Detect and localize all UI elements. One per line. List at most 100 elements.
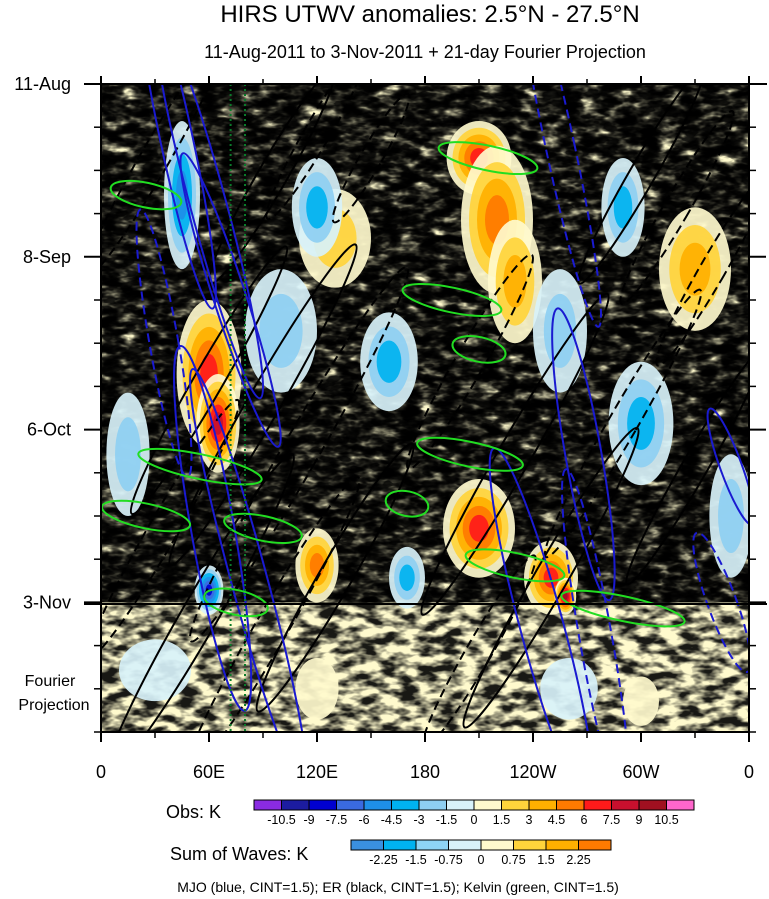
colorbar-swatch — [556, 799, 585, 811]
anomaly-blob — [623, 676, 659, 726]
colorbar-tick-label: 7.5 — [603, 813, 620, 827]
y-tick-label: 6-Oct — [27, 420, 71, 440]
colorbar-swatch — [528, 799, 557, 811]
colorbar-tick-label: 1.5 — [537, 853, 554, 867]
er-contour — [543, 288, 703, 559]
colorbar-tick-label: -9 — [303, 813, 314, 827]
anomaly-blob — [679, 242, 711, 296]
er-contour — [655, 171, 749, 367]
er-contour — [577, 84, 705, 285]
colorbar-tick-label: 0 — [471, 813, 478, 827]
er-contour — [406, 253, 534, 470]
colorbar-swatch — [666, 799, 695, 811]
colorbar-tick-label: 0 — [478, 853, 485, 867]
colorbar-swatch — [308, 799, 337, 811]
mjo-contour — [518, 84, 602, 328]
x-tick-label: 0 — [744, 762, 754, 782]
colorbar-swatch — [611, 799, 640, 811]
kelvin-contour — [223, 512, 303, 544]
colorbar-swatch — [583, 799, 612, 811]
y-tick-label: 11-Aug — [14, 74, 71, 94]
er-contour — [208, 84, 336, 285]
er-contour — [265, 84, 369, 221]
mjo-contour — [136, 84, 217, 310]
kelvin-contour — [416, 436, 524, 472]
er-contour — [421, 554, 537, 732]
anomaly-blob — [376, 340, 402, 383]
er-contour — [331, 92, 411, 224]
er-contour — [101, 398, 241, 658]
er-contour — [619, 110, 735, 305]
er-contour — [420, 292, 610, 616]
colorbar-swatch — [448, 839, 482, 851]
er-contour — [105, 453, 295, 732]
x-tick-label: 180 — [410, 762, 440, 782]
x-tick-label: 60W — [622, 762, 659, 782]
x-tick-label: 120E — [296, 762, 338, 782]
kelvin-contour — [384, 489, 430, 518]
anomaly-blob — [718, 478, 744, 554]
anomaly-blob — [613, 186, 633, 229]
colorbar-swatch — [545, 839, 579, 851]
colorbar-swatch — [383, 839, 417, 851]
colorbar-swatch — [480, 839, 514, 851]
anomaly-blob — [309, 553, 325, 578]
x-tick-label: 60E — [193, 762, 225, 782]
er-contour — [188, 266, 410, 643]
contour-legend: MJO (blue, CINT=1.5); ER (black, CINT=1.… — [177, 879, 619, 895]
colorbar-swatch — [473, 799, 502, 811]
kelvin-contour — [437, 141, 539, 176]
colorbar-tick-label: -1.5 — [405, 853, 427, 867]
anomaly-blob — [259, 293, 303, 368]
colorbar-tick-label: 3 — [526, 813, 533, 827]
mjo-contour — [692, 531, 749, 674]
colorbar-swatch — [513, 839, 547, 851]
wave-contours — [101, 84, 749, 732]
colorbar-swatch — [281, 799, 310, 811]
plot-area — [101, 84, 749, 732]
colorbar-swatch — [415, 839, 449, 851]
mjo-contour — [561, 468, 631, 732]
waves-colorbar-label: Sum of Waves: K — [170, 844, 308, 864]
colorbar-swatch — [363, 799, 392, 811]
er-contour — [625, 347, 749, 586]
colorbar-tick-label: -0.75 — [434, 853, 463, 867]
anomaly-blob — [563, 592, 568, 600]
chart-title: HIRS UTWV anomalies: 2.5°N - 27.5°N — [220, 1, 639, 28]
colorbar-tick-label: -2.25 — [369, 853, 398, 867]
anomaly-blob — [469, 514, 489, 542]
mjo-contour — [706, 407, 749, 526]
colorbar-tick-label: 4.5 — [548, 813, 565, 827]
colorbar-swatch — [336, 799, 365, 811]
anomaly-blob — [503, 255, 527, 308]
colorbar-swatch — [418, 799, 447, 811]
kelvin-contour — [401, 283, 503, 317]
colorbar-swatch — [501, 799, 530, 811]
mjo-contour — [135, 208, 193, 478]
kelvin-contour — [137, 447, 263, 486]
anomaly-blob — [119, 639, 191, 702]
colorbar-swatch — [253, 799, 282, 811]
colorbar-tick-label: 6 — [581, 813, 588, 827]
obs-colorbar-label: Obs: K — [166, 802, 221, 822]
axes: 0 60E 120E 180 120W 60W 0 11-Aug 8-Sep 6-Oct 3-Nov — [14, 74, 766, 782]
mjo-contour — [154, 84, 264, 400]
mjo-contour — [551, 307, 616, 602]
anomaly-blob — [306, 186, 328, 229]
colorbar-tick-label: 9 — [636, 813, 643, 827]
er-contour — [101, 84, 226, 277]
anomaly-blob — [627, 396, 655, 450]
projection-label-line1: Fourier — [25, 673, 76, 690]
waves-colorbar: -2.25 -1.5 -0.75 0 0.75 1.5 2.25 — [350, 839, 612, 867]
kelvin-contour — [109, 179, 183, 211]
mjo-contour — [179, 152, 282, 448]
kelvin-contour — [464, 548, 566, 583]
colorbar-tick-label: 10.5 — [654, 813, 678, 827]
anomaly-blob — [399, 564, 415, 591]
chart-subtitle: 11-Aug-2011 to 3-Nov-2011 + 21-day Fouri… — [204, 42, 646, 62]
kelvin-contour — [451, 335, 507, 364]
colorbar-swatch — [391, 799, 420, 811]
colorbar-tick-label: -10.5 — [267, 813, 296, 827]
reference-longitude-lines — [229, 84, 246, 732]
